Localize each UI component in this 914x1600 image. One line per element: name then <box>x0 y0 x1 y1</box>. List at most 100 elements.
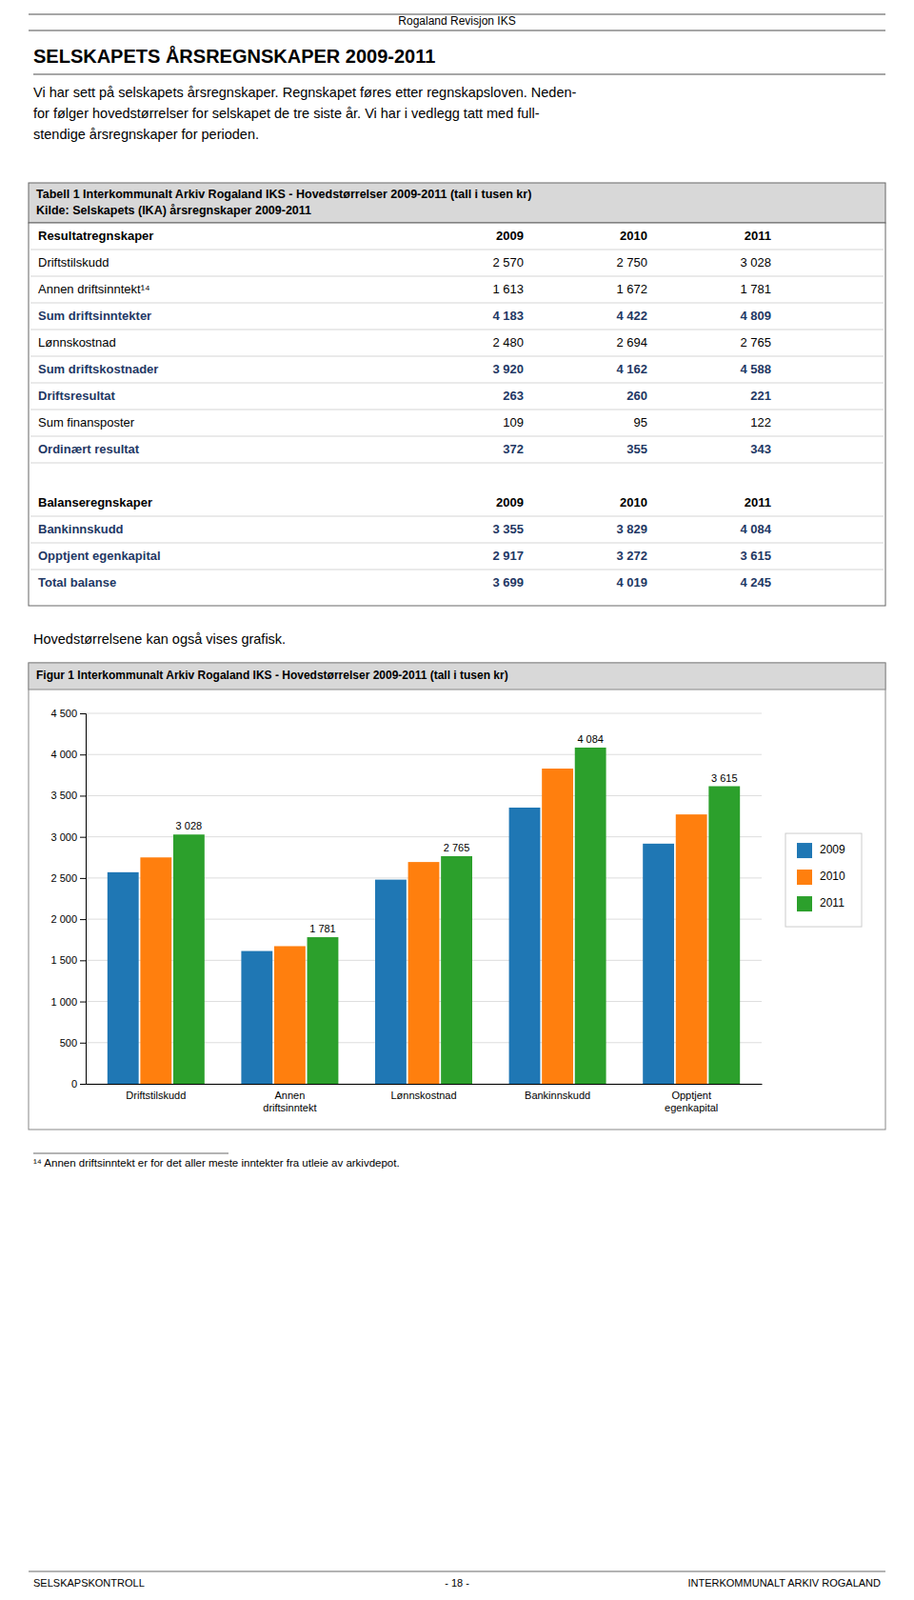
table-row-label: Ordinært resultat <box>38 441 140 457</box>
y-tick-mark <box>79 754 86 756</box>
table-row-line <box>30 249 884 251</box>
footnote: ¹⁴ Annen driftsinntekt er for det aller … <box>33 1156 400 1169</box>
table-cell: 2 750 <box>615 255 648 270</box>
y-tick: 1 000 <box>50 995 86 1008</box>
table-row-label: Sum driftsinntekter <box>38 308 152 323</box>
table-cell: 1 672 <box>615 281 648 297</box>
table-cell: 4 422 <box>615 308 648 323</box>
table-cell: 4 183 <box>492 308 524 323</box>
table-row-line <box>30 302 884 304</box>
table-row-line <box>30 462 884 464</box>
bar <box>107 872 140 1084</box>
table-cell: 263 <box>502 388 524 403</box>
footer-middle: - 18 - <box>444 1576 470 1589</box>
table-cell: 1 781 <box>739 281 772 297</box>
table-cell: 343 <box>750 441 772 457</box>
bar <box>274 945 306 1084</box>
y-tick: 0 <box>71 1077 86 1090</box>
footer-right: INTERKOMMUNALT ARKIV ROGALAND <box>687 1576 881 1589</box>
intro-line: Vi har sett på selskapets årsregnskaper.… <box>33 84 577 100</box>
table-cell: 355 <box>626 441 648 457</box>
table-body <box>28 222 886 606</box>
table-cell: 372 <box>502 441 524 457</box>
legend-swatch <box>796 842 813 858</box>
bar <box>139 856 172 1084</box>
table-row-line <box>30 329 884 331</box>
table-row-label: Bankinnskudd <box>38 521 124 537</box>
y-tick-mark <box>79 918 86 920</box>
chart-title-bar <box>28 662 886 690</box>
legend-swatch <box>796 895 813 912</box>
table-cell: 2 480 <box>492 335 524 350</box>
page: Rogaland Revisjon IKSSELSKAPETS ÅRSREGNS… <box>0 0 914 1600</box>
table-row-line <box>30 276 884 278</box>
table-cell: 3 272 <box>615 548 648 563</box>
table-row-line <box>30 356 884 358</box>
footer-rule <box>28 1570 886 1572</box>
table-row-line <box>30 569 884 571</box>
y-tick: 3 500 <box>50 789 86 801</box>
between-text: Hovedstørrelsene kan også vises grafisk. <box>33 631 286 647</box>
bar <box>408 861 440 1084</box>
table-cell: 2 917 <box>492 548 524 563</box>
legend-frame <box>785 833 862 927</box>
y-axis-line <box>79 714 87 1085</box>
y-tick: 4 500 <box>50 707 86 719</box>
table-cell: 221 <box>750 388 772 403</box>
table-cell: 2010 <box>619 495 648 510</box>
bar <box>173 834 205 1084</box>
bar <box>509 807 541 1084</box>
table-cell: 3 615 <box>739 548 772 563</box>
y-tick-mark <box>79 959 86 961</box>
table-cell: 2009 <box>496 495 524 510</box>
table-cell: 260 <box>626 388 648 403</box>
legend-label: 2011 <box>819 895 845 910</box>
table-cell: 4 588 <box>739 361 772 377</box>
y-tick: 2 000 <box>50 913 86 925</box>
table-cell: 2 570 <box>492 255 524 270</box>
y-tick: 1 500 <box>50 953 86 966</box>
table-cell: 4 084 <box>739 521 772 537</box>
y-tick-label: 0 <box>71 1077 78 1090</box>
y-tick-label: 3 500 <box>50 789 78 801</box>
table-cell: 3 028 <box>739 255 772 270</box>
x-tick-line: Annen <box>274 1089 305 1101</box>
table-row-label: Lønnskostnad <box>38 335 117 350</box>
x-tick-line: egenkapital <box>664 1101 718 1113</box>
section-title: SELSKAPETS ÅRSREGNSKAPER 2009-2011 <box>33 44 436 67</box>
bar <box>375 879 407 1084</box>
table-cell: 2010 <box>619 228 648 243</box>
table-row-label: Balanseregnskaper <box>38 495 153 510</box>
table-cell: 3 699 <box>492 575 524 590</box>
x-tick: Lønnskostnad <box>390 1089 457 1101</box>
y-tick-mark <box>79 1083 86 1085</box>
x-tick-line: Lønnskostnad <box>390 1089 457 1101</box>
x-tick-label: Bankinnskudd <box>524 1089 591 1101</box>
table-row-label: Resultatregnskaper <box>38 228 154 243</box>
table-row-label: Annen driftsinntekt¹⁴ <box>38 281 151 297</box>
table-row-line <box>30 542 884 544</box>
table-header <box>28 182 886 223</box>
grid <box>85 713 762 1084</box>
table-cell: 2 694 <box>615 335 648 350</box>
table-cell: 2 765 <box>739 335 772 350</box>
plot-area <box>107 747 740 1084</box>
y-tick-label: 1 500 <box>50 953 78 966</box>
table-cell: 3 355 <box>492 521 524 537</box>
y-tick-label: 500 <box>59 1036 78 1049</box>
y-axis: 05001 0001 5002 0002 5003 0003 5004 0004… <box>50 707 86 1090</box>
y-tick-mark <box>79 877 86 879</box>
table-cell: 109 <box>502 415 524 430</box>
y-tick-mark <box>79 1001 86 1003</box>
legend-swatch <box>796 869 813 885</box>
legend-label: 2010 <box>819 869 846 883</box>
table-row-line <box>30 382 884 384</box>
bar <box>541 768 574 1084</box>
x-tick-label: Driftstilskudd <box>125 1089 186 1101</box>
y-tick-mark <box>79 1042 86 1044</box>
data-label: 2 765 <box>443 841 471 854</box>
bar <box>642 843 675 1084</box>
x-tick-line: Driftstilskudd <box>125 1089 186 1101</box>
table-cell: 3 829 <box>615 521 648 537</box>
table-row-line <box>30 409 884 411</box>
